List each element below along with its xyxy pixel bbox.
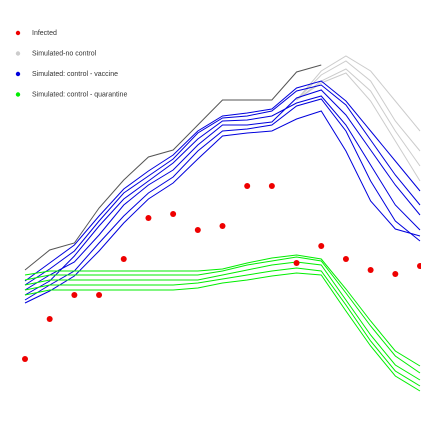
infected-point [22, 356, 28, 362]
legend-label: Simulated-no control [32, 50, 97, 57]
simulation-line [296, 55, 421, 132]
simulation-line [24, 110, 421, 304]
legend-label: Simulated: control - vaccine [32, 71, 118, 78]
infected-point [219, 223, 226, 229]
simulation-line [24, 256, 421, 374]
simulation-line [24, 95, 421, 296]
simulation-line [296, 72, 421, 182]
infected-point [145, 215, 152, 221]
simulation-line [296, 68, 421, 167]
simulation-line [24, 272, 421, 392]
infected-point [417, 263, 421, 269]
legend-marker [15, 92, 21, 97]
simulation-line [24, 254, 421, 367]
simulation-line [24, 64, 322, 271]
infected-point [46, 316, 53, 322]
infected-point [268, 183, 275, 189]
legend-marker [15, 51, 21, 56]
infected-point [120, 256, 127, 262]
infected-point [71, 292, 78, 298]
simulation-line [24, 267, 421, 387]
simulation-line [24, 80, 421, 282]
simulation-line [24, 98, 421, 301]
infected-point [392, 271, 399, 277]
legend-marker [15, 30, 21, 36]
infected-point [194, 227, 201, 233]
infected-point [96, 292, 103, 298]
simulation-line [24, 89, 421, 291]
simulation-line [24, 84, 421, 286]
infected-point [367, 267, 374, 273]
simulation-line [296, 60, 421, 152]
legend-marker [15, 71, 21, 77]
infected-point [293, 260, 300, 266]
infected-point [318, 243, 325, 249]
simulation-line [24, 261, 421, 381]
legend-label: Infected [32, 30, 57, 37]
legend-label: Simulated: control - quarantine [32, 91, 127, 98]
infected-point [342, 256, 349, 262]
infected-point [170, 211, 177, 217]
infected-point [244, 183, 251, 189]
